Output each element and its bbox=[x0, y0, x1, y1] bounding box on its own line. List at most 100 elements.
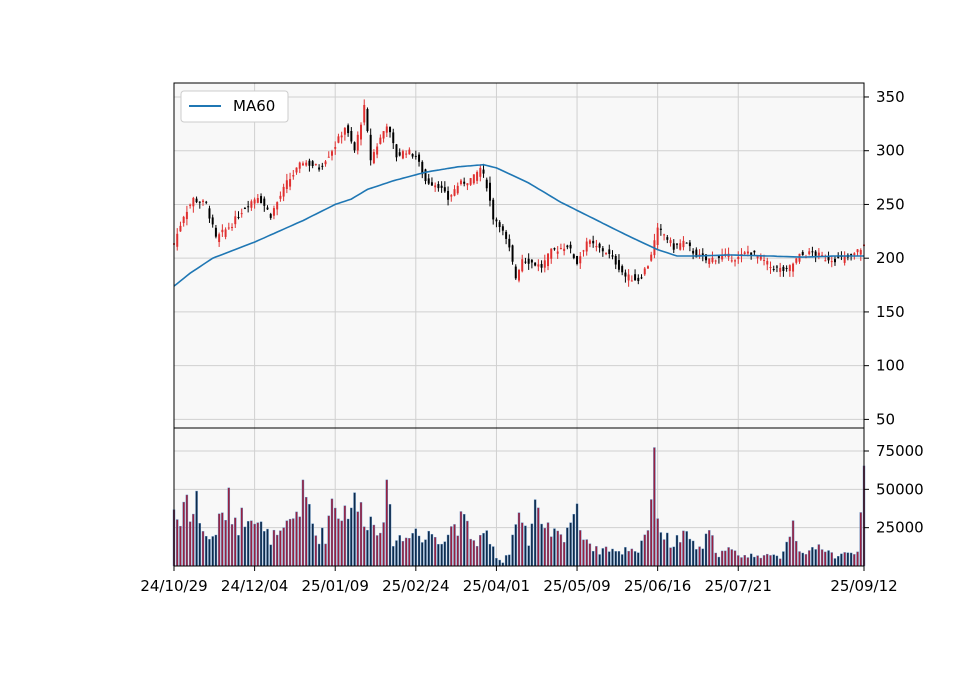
volume-bar bbox=[627, 550, 630, 567]
volume-bar bbox=[243, 526, 247, 567]
volume-bar bbox=[375, 535, 379, 567]
volume-bar bbox=[624, 547, 627, 567]
volume-bar bbox=[746, 557, 750, 567]
volume-bar bbox=[198, 523, 201, 567]
volume-bar bbox=[749, 553, 753, 567]
candle-body bbox=[321, 165, 324, 167]
volume-bar bbox=[446, 534, 450, 567]
candle-body bbox=[369, 134, 372, 161]
candle-body bbox=[327, 156, 330, 158]
candle-body bbox=[508, 238, 511, 248]
volume-bar bbox=[685, 531, 688, 567]
candle-body bbox=[434, 185, 437, 188]
volume-bar bbox=[392, 546, 395, 567]
candle-body bbox=[488, 182, 491, 201]
volume-bar bbox=[630, 548, 634, 567]
volume-bar bbox=[782, 551, 785, 567]
candle-body bbox=[459, 180, 462, 185]
candle-body bbox=[582, 250, 585, 252]
volume-tick-label: 25000 bbox=[876, 519, 924, 537]
candle-body bbox=[227, 227, 230, 229]
candle-body bbox=[550, 248, 553, 259]
volume-bar bbox=[237, 535, 240, 567]
volume-bar bbox=[572, 513, 576, 567]
axes: 24/10/29 24/12/04 25/01/09 25/02/24 25/04/01… bbox=[140, 88, 923, 595]
candle-body bbox=[808, 251, 811, 255]
volume-bar bbox=[653, 447, 656, 567]
candle-body bbox=[634, 274, 637, 281]
volume-bar bbox=[704, 533, 708, 567]
candle-body bbox=[340, 135, 343, 138]
volume-bar bbox=[601, 548, 605, 567]
candle-body bbox=[611, 255, 614, 257]
volume-bar bbox=[401, 541, 405, 567]
volume-bar bbox=[659, 532, 663, 567]
volume-bar bbox=[807, 550, 811, 567]
volume-bar bbox=[859, 512, 862, 567]
volume-bar bbox=[608, 551, 611, 567]
volume-bar bbox=[272, 529, 276, 567]
candle-body bbox=[324, 161, 327, 165]
candle-body bbox=[711, 257, 714, 263]
candle-body bbox=[556, 251, 559, 254]
volume-bar bbox=[176, 519, 179, 567]
volume-bar bbox=[466, 520, 469, 567]
volume-bar bbox=[443, 541, 447, 567]
candle-body bbox=[463, 181, 466, 184]
volume-bar bbox=[330, 498, 334, 567]
candle-body bbox=[572, 254, 575, 259]
x-tick-label: 25/07/21 bbox=[705, 577, 772, 595]
candle-body bbox=[314, 164, 317, 166]
volume-bar bbox=[827, 550, 830, 567]
x-tick-label: 25/05/09 bbox=[543, 577, 610, 595]
volume-bar bbox=[208, 539, 211, 567]
volume-bar bbox=[811, 547, 814, 567]
volume-bar bbox=[646, 530, 650, 567]
volume-bar bbox=[762, 555, 766, 567]
candle-body bbox=[530, 259, 533, 263]
candle-body bbox=[814, 251, 817, 256]
volume-bar bbox=[814, 549, 817, 567]
candle-body bbox=[666, 237, 669, 240]
candle-body bbox=[437, 184, 440, 189]
volume-bar bbox=[675, 535, 679, 567]
candle-body bbox=[356, 134, 359, 151]
candle-body bbox=[756, 255, 759, 259]
candle-body bbox=[534, 262, 537, 266]
candle-body bbox=[256, 198, 259, 203]
candle-body bbox=[640, 277, 643, 279]
candle-body bbox=[350, 130, 353, 142]
candle-body bbox=[450, 195, 453, 197]
volume-bar bbox=[733, 550, 737, 567]
volume-bar bbox=[475, 546, 479, 567]
volume-bar bbox=[537, 507, 540, 567]
candle-body bbox=[566, 245, 569, 248]
candle-body bbox=[221, 229, 224, 233]
volume-bar bbox=[224, 520, 227, 567]
candle-body bbox=[205, 201, 208, 203]
candlesticks bbox=[173, 99, 865, 287]
candle-body bbox=[695, 249, 698, 258]
volume-bar bbox=[398, 535, 401, 567]
candle-body bbox=[705, 254, 708, 261]
volume-bar bbox=[617, 551, 621, 567]
candle-body bbox=[195, 198, 198, 203]
candle-body bbox=[218, 234, 221, 243]
candle-body bbox=[334, 147, 337, 149]
candle-body bbox=[372, 152, 375, 164]
volume-bar bbox=[582, 539, 585, 567]
candle-body bbox=[769, 267, 772, 269]
candle-body bbox=[311, 161, 314, 167]
volume-bar bbox=[772, 554, 775, 567]
volume-bar bbox=[708, 530, 711, 567]
candle-body bbox=[692, 250, 695, 254]
candle-body bbox=[856, 249, 859, 253]
volume-bar bbox=[495, 558, 498, 567]
candle-body bbox=[360, 124, 363, 140]
volume-bar bbox=[453, 524, 456, 567]
volume-bar bbox=[804, 554, 808, 567]
volume-bar bbox=[385, 479, 389, 567]
volume-bar bbox=[185, 494, 189, 567]
candle-body bbox=[418, 154, 421, 162]
candle-body bbox=[392, 132, 395, 144]
